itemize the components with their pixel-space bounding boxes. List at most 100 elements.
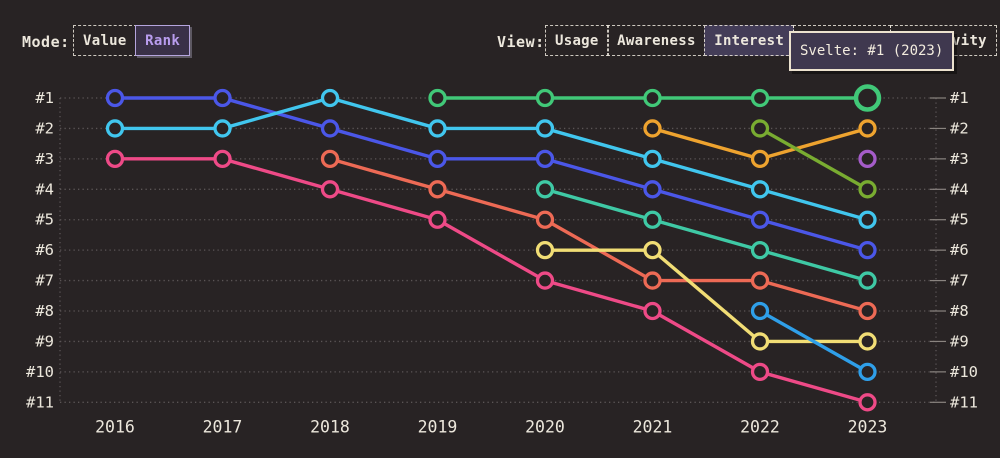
chart-point[interactable] bbox=[750, 301, 770, 321]
series-orange-line bbox=[643, 119, 877, 169]
chart-point[interactable] bbox=[858, 393, 877, 412]
left-rank-label: #11 bbox=[26, 393, 54, 411]
chart-point[interactable] bbox=[858, 149, 877, 169]
chart-point[interactable] bbox=[105, 88, 125, 108]
mode-button-rank[interactable]: Rank bbox=[135, 25, 191, 56]
left-rank-label: #1 bbox=[35, 89, 54, 107]
right-rank-label: #5 bbox=[950, 211, 969, 229]
right-rank-label: #1 bbox=[950, 89, 969, 107]
right-rank-label: #2 bbox=[950, 119, 969, 137]
chart-point[interactable] bbox=[535, 271, 555, 290]
series-line bbox=[543, 187, 870, 283]
chart-point[interactable] bbox=[750, 119, 770, 138]
chart-point[interactable] bbox=[858, 362, 877, 382]
series-line bbox=[758, 126, 870, 191]
left-rank-label: #4 bbox=[35, 180, 54, 198]
chart-point[interactable] bbox=[858, 180, 877, 199]
chart-point[interactable] bbox=[858, 240, 877, 260]
chart-point[interactable] bbox=[320, 88, 340, 108]
chart-point[interactable] bbox=[320, 180, 340, 199]
year-label: 2023 bbox=[848, 418, 888, 437]
chart-point[interactable] bbox=[858, 301, 877, 321]
chart-point[interactable] bbox=[320, 119, 340, 138]
chart-point[interactable] bbox=[428, 149, 447, 169]
chart-point[interactable] bbox=[643, 240, 662, 260]
left-rank-label: #5 bbox=[35, 211, 54, 229]
year-label: 2018 bbox=[310, 418, 350, 437]
left-rank-label: #3 bbox=[35, 150, 54, 168]
year-label: 2016 bbox=[95, 418, 135, 437]
chart-point[interactable] bbox=[535, 88, 555, 108]
chart-point[interactable] bbox=[213, 88, 232, 108]
chart-point[interactable] bbox=[750, 332, 770, 351]
chart-point[interactable] bbox=[858, 271, 877, 290]
chart-point[interactable] bbox=[213, 119, 232, 138]
chart-point[interactable] bbox=[750, 362, 770, 382]
chart-point[interactable] bbox=[535, 180, 555, 199]
chart-point[interactable] bbox=[643, 88, 662, 108]
series-line bbox=[113, 157, 870, 404]
series-sky-line bbox=[750, 301, 877, 382]
chart-point[interactable] bbox=[750, 149, 770, 169]
grid: #1 #1 #2 #2 #3 #3 #4 #4 #5 #5 #6 #6 #7 #7 #8 #8 #9 #9 #10 #… bbox=[26, 89, 978, 411]
chart-point[interactable] bbox=[750, 210, 770, 229]
view-button-awareness[interactable]: Awareness bbox=[607, 25, 706, 56]
year-label: 2019 bbox=[418, 418, 458, 437]
chart-point[interactable] bbox=[428, 88, 447, 108]
chart-point[interactable] bbox=[320, 149, 340, 169]
chart-point[interactable] bbox=[750, 180, 770, 199]
chart-point[interactable] bbox=[535, 119, 555, 138]
year-label: 2017 bbox=[203, 418, 243, 437]
chart-point[interactable] bbox=[428, 180, 447, 199]
view-button-usage[interactable]: Usage bbox=[545, 25, 609, 56]
series-coral-line bbox=[320, 149, 877, 321]
year-label: 2022 bbox=[740, 418, 780, 437]
left-rank-label: #10 bbox=[26, 363, 54, 381]
left-rank-label: #9 bbox=[35, 332, 54, 350]
series-line bbox=[113, 96, 870, 222]
chart-point[interactable] bbox=[643, 119, 662, 138]
chart-point[interactable] bbox=[535, 149, 555, 169]
right-rank-label: #8 bbox=[950, 302, 969, 320]
chart-point[interactable] bbox=[858, 210, 877, 229]
mode-label: Mode: bbox=[22, 33, 70, 51]
year-label: 2021 bbox=[633, 418, 673, 437]
view-label: View: bbox=[497, 33, 545, 51]
right-rank-label: #10 bbox=[950, 363, 978, 381]
chart-point[interactable] bbox=[750, 240, 770, 260]
right-rank-label: #11 bbox=[950, 393, 978, 411]
mode-button-value[interactable]: Value bbox=[73, 25, 137, 56]
chart-point[interactable] bbox=[535, 240, 555, 260]
right-rank-label: #4 bbox=[950, 180, 969, 198]
series-teal-line bbox=[535, 180, 877, 290]
chart-point[interactable] bbox=[643, 271, 662, 290]
chart-point[interactable] bbox=[428, 119, 447, 138]
right-rank-label: #6 bbox=[950, 241, 969, 259]
series-line bbox=[758, 309, 870, 374]
chart-point[interactable] bbox=[428, 210, 447, 229]
right-rank-label: #7 bbox=[950, 272, 969, 290]
chart-point[interactable] bbox=[213, 149, 232, 169]
x-axis-labels: 2016 2017 2018 2019 2020 2021 2022 2023 bbox=[95, 418, 887, 437]
chart-point[interactable] bbox=[643, 210, 662, 229]
chart-point[interactable] bbox=[105, 119, 125, 138]
chart-point[interactable] bbox=[858, 119, 877, 138]
highlighted-point[interactable] bbox=[853, 84, 882, 112]
chart-point[interactable] bbox=[105, 149, 125, 169]
left-rank-label: #7 bbox=[35, 272, 54, 290]
chart-point[interactable] bbox=[643, 149, 662, 169]
view-button-interest[interactable]: Interest bbox=[704, 25, 795, 56]
chart-point[interactable] bbox=[750, 88, 770, 108]
chart-point[interactable] bbox=[750, 271, 770, 290]
chart-point[interactable] bbox=[643, 301, 662, 321]
chart-point[interactable] bbox=[858, 332, 877, 351]
series-cyan-line bbox=[105, 88, 877, 229]
series-indigo-line bbox=[105, 88, 877, 260]
chart-point[interactable] bbox=[643, 180, 662, 199]
series-yellow-line bbox=[535, 240, 877, 351]
series-line bbox=[113, 96, 870, 252]
left-rank-label: #6 bbox=[35, 241, 54, 259]
chart-point[interactable] bbox=[535, 210, 555, 229]
